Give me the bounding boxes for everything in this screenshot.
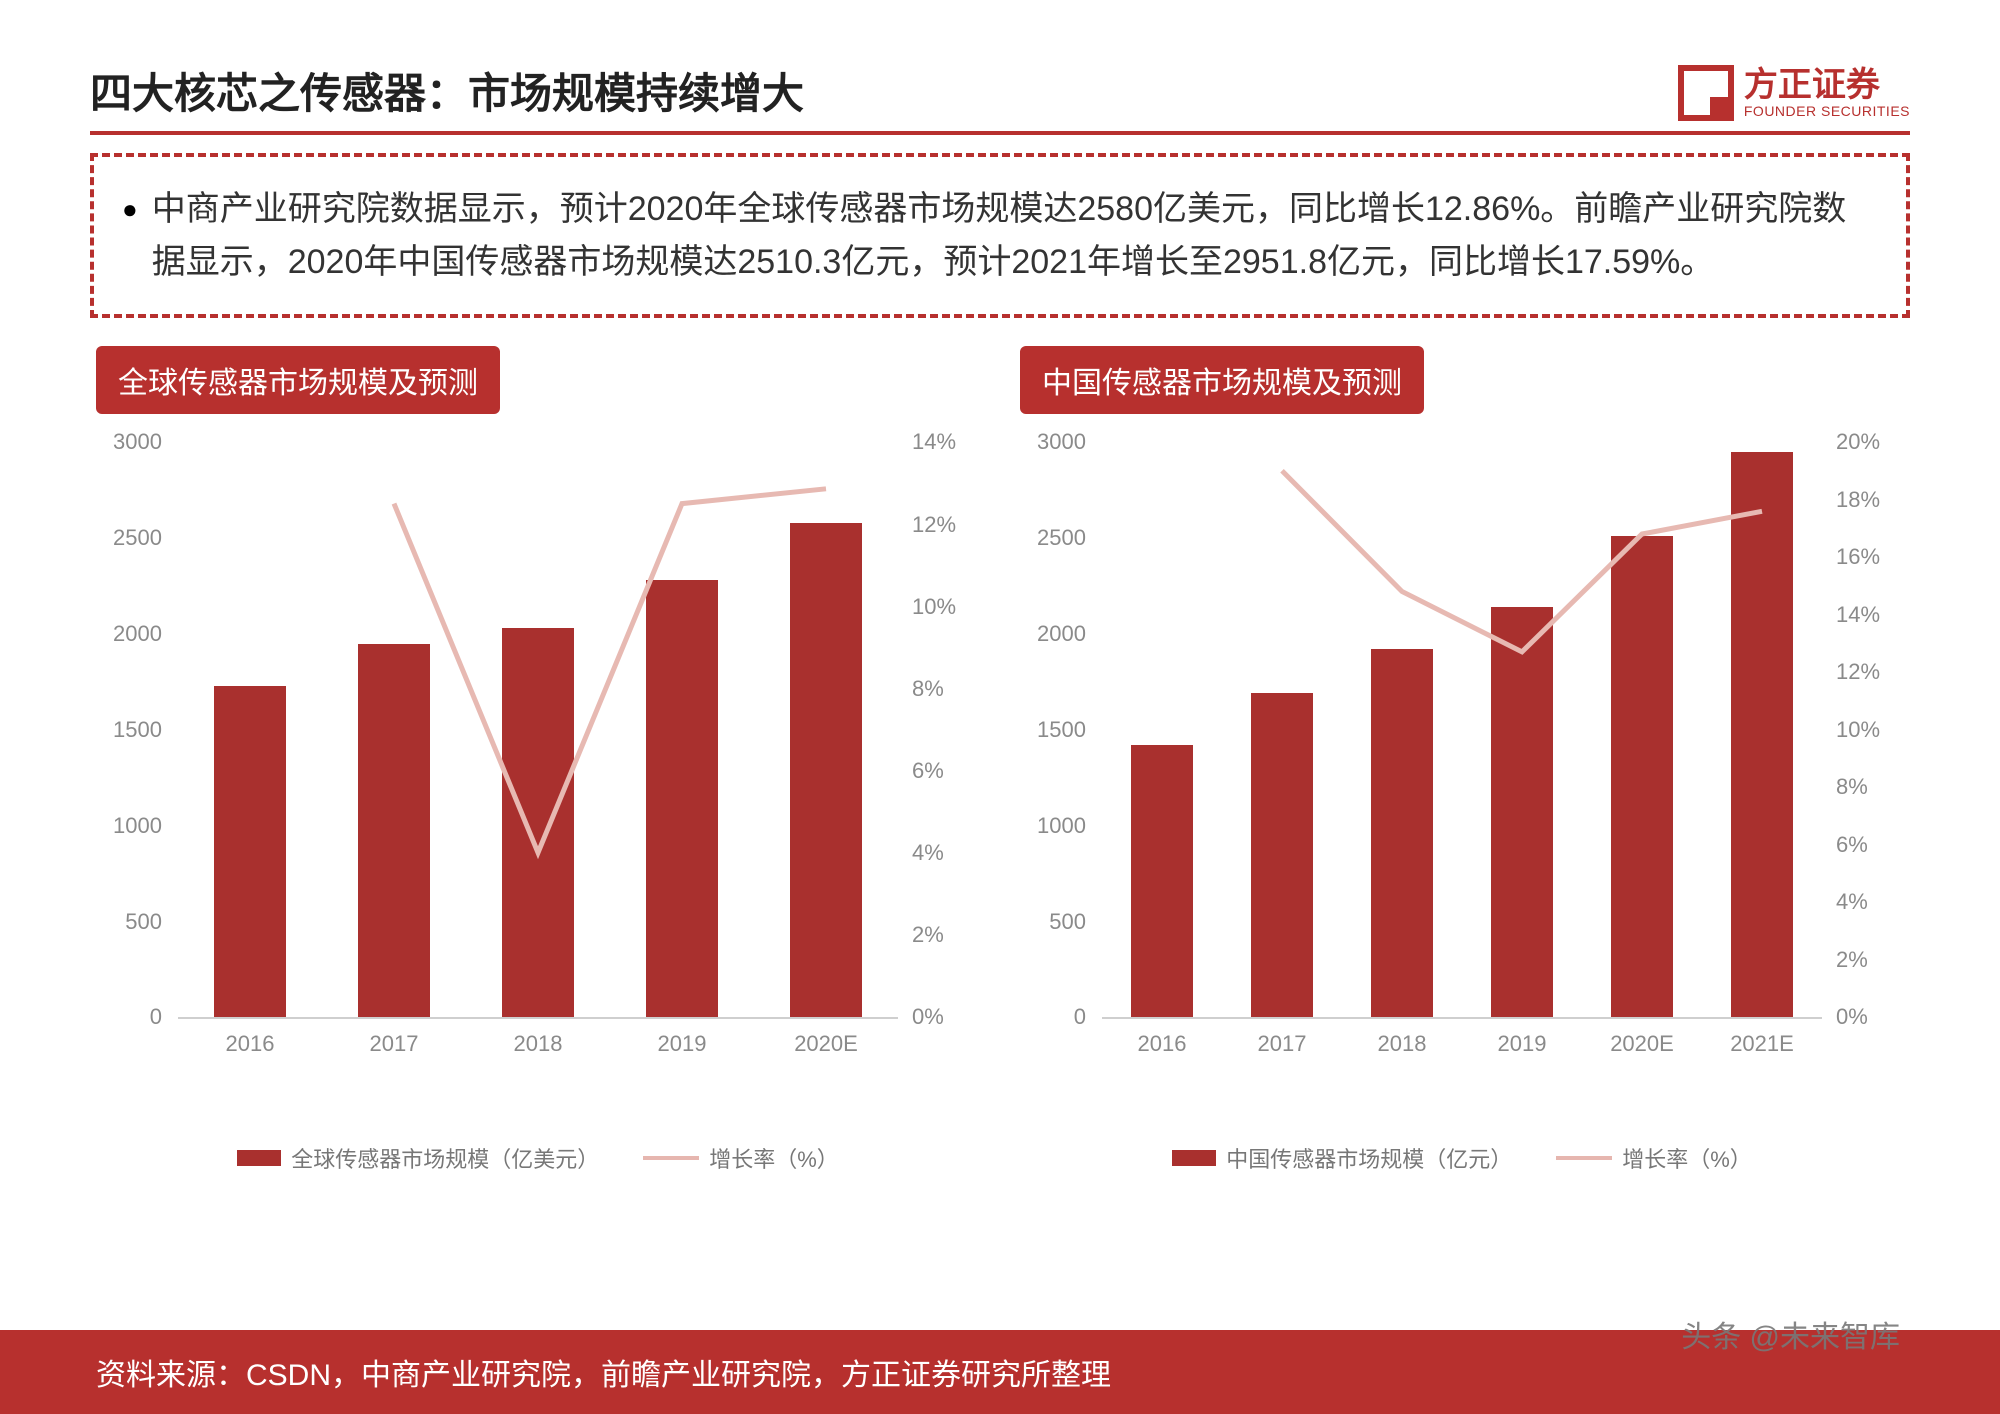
watermark: 头条 @未来智库 [1681, 1312, 1900, 1356]
chart-global-title: 全球传感器市场规模及预测 [96, 346, 500, 414]
chart-global: 全球传感器市场规模及预测 0500100015002000250030000%2… [82, 346, 994, 1174]
growth-line [82, 432, 958, 1077]
legend-line: 增长率（%） [643, 1142, 839, 1174]
legend-line-swatch [643, 1156, 699, 1160]
logo: 方正证券 FOUNDER SECURITIES [1678, 65, 1910, 121]
logo-en: FOUNDER SECURITIES [1744, 104, 1910, 119]
growth-line [1006, 432, 1882, 1077]
chart-china-title: 中国传感器市场规模及预测 [1020, 346, 1424, 414]
title-rule [90, 131, 1910, 135]
legend-bar-label: 全球传感器市场规模（亿美元） [291, 1142, 599, 1174]
summary-box: 中商产业研究院数据显示，预计2020年全球传感器市场规模达2580亿美元，同比增… [90, 153, 1910, 318]
chart-china-legend: 中国传感器市场规模（亿元） 增长率（%） [1006, 1142, 1918, 1174]
logo-text: 方正证券 FOUNDER SECURITIES [1744, 67, 1910, 120]
summary-bullet: 中商产业研究院数据显示，预计2020年全球传感器市场规模达2580亿美元，同比增… [122, 183, 1878, 288]
chart-global-legend: 全球传感器市场规模（亿美元） 增长率（%） [82, 1142, 994, 1174]
legend-bar-label: 中国传感器市场规模（亿元） [1226, 1142, 1512, 1174]
logo-icon [1678, 65, 1734, 121]
header: 四大核芯之传感器：市场规模持续增大 方正证券 FOUNDER SECURITIE… [0, 0, 2000, 131]
chart-china: 中国传感器市场规模及预测 0500100015002000250030000%2… [1006, 346, 1918, 1174]
summary-text: 中商产业研究院数据显示，预计2020年全球传感器市场规模达2580亿美元，同比增… [152, 183, 1878, 288]
page-title: 四大核芯之传感器：市场规模持续增大 [90, 60, 804, 121]
legend-bar: 全球传感器市场规模（亿美元） [237, 1142, 599, 1174]
charts-row: 全球传感器市场规模及预测 0500100015002000250030000%2… [0, 346, 2000, 1174]
legend-bar-swatch [237, 1150, 281, 1166]
logo-cn: 方正证券 [1744, 67, 1910, 104]
legend-line-label: 增长率（%） [1622, 1142, 1752, 1174]
legend-bar-swatch [1172, 1150, 1216, 1166]
legend-line-swatch [1556, 1156, 1612, 1160]
legend-line-label: 增长率（%） [709, 1142, 839, 1174]
chart-china-plot: 0500100015002000250030000%2%4%6%8%10%12%… [1006, 432, 1918, 1132]
chart-global-plot: 0500100015002000250030000%2%4%6%8%10%12%… [82, 432, 994, 1132]
legend-bar: 中国传感器市场规模（亿元） [1172, 1142, 1512, 1174]
legend-line: 增长率（%） [1556, 1142, 1752, 1174]
